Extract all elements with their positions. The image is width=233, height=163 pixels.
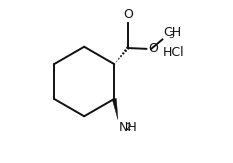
Text: 3: 3 <box>168 31 174 40</box>
Text: HCl: HCl <box>163 46 185 59</box>
Text: NH: NH <box>119 121 137 134</box>
Text: CH: CH <box>163 26 181 39</box>
Text: 2: 2 <box>125 123 130 132</box>
Text: O: O <box>123 8 133 21</box>
Text: O: O <box>148 42 158 55</box>
Polygon shape <box>112 98 118 120</box>
